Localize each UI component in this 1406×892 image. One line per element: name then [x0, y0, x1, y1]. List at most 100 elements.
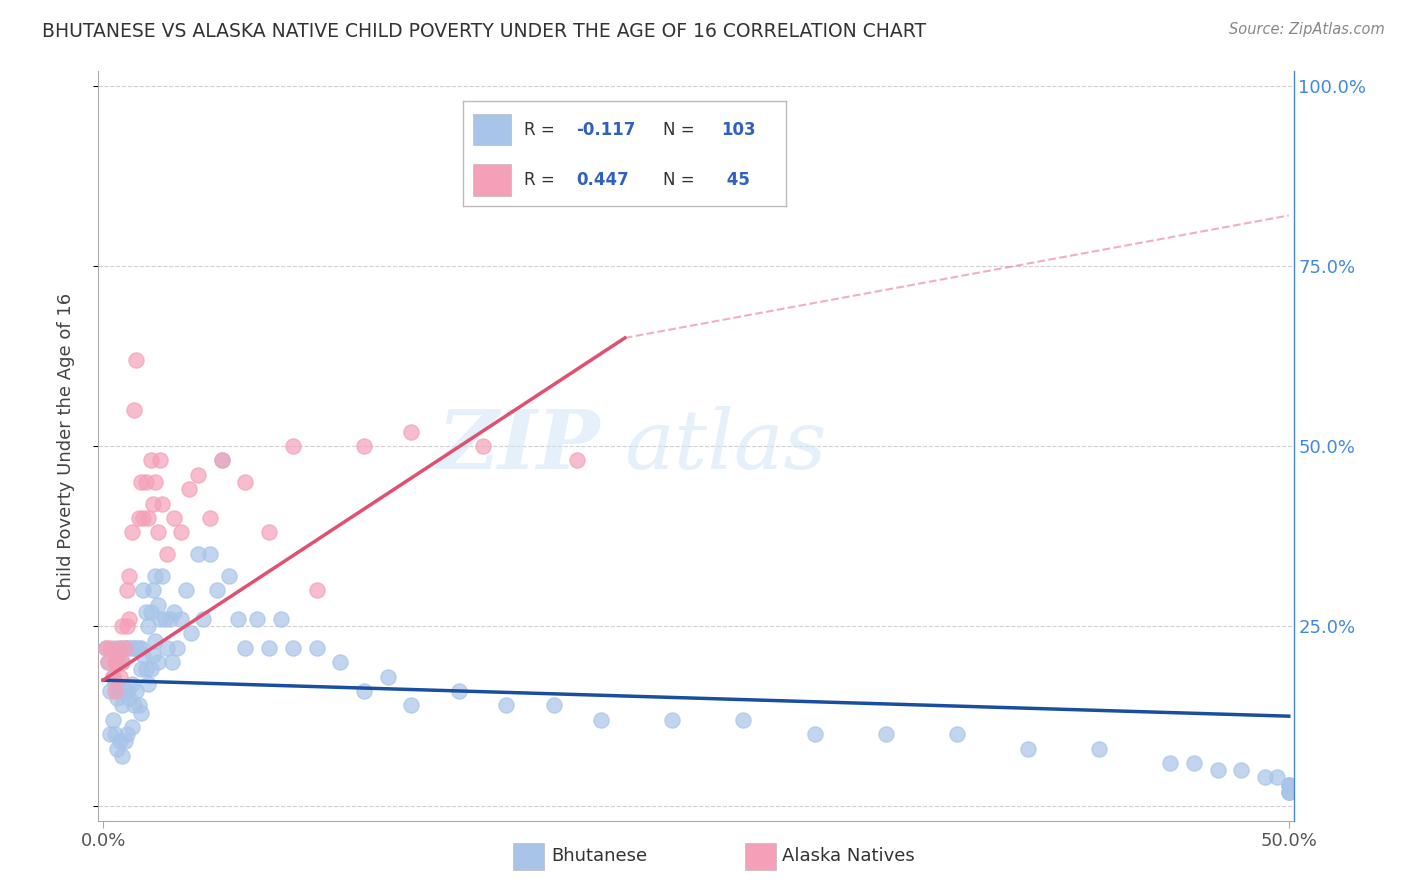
Point: [281, 439, 304, 453]
Y-axis label: Child Poverty Under the Age of 16: Child Poverty Under the Age of 16: [56, 293, 75, 599]
Point: [1254, 771, 1277, 785]
Point: [152, 497, 174, 511]
Point: [187, 547, 209, 561]
Point: [218, 568, 240, 582]
Point: [198, 511, 221, 525]
Point: [281, 640, 304, 655]
Point: [146, 598, 169, 612]
Point: [149, 453, 172, 467]
Point: [170, 612, 193, 626]
Text: Bhutanese: Bhutanese: [551, 847, 647, 865]
Point: [149, 612, 172, 626]
Point: [108, 640, 131, 655]
Text: Alaska Natives: Alaska Natives: [782, 847, 914, 865]
Point: [543, 698, 565, 713]
Point: [108, 640, 131, 655]
Point: [128, 698, 150, 713]
Point: [132, 511, 155, 525]
Point: [377, 669, 399, 683]
Point: [129, 706, 152, 720]
Point: [591, 713, 613, 727]
Point: [661, 713, 683, 727]
Text: BHUTANESE VS ALASKA NATIVE CHILD POVERTY UNDER THE AGE OF 16 CORRELATION CHART: BHUTANESE VS ALASKA NATIVE CHILD POVERTY…: [42, 22, 927, 41]
Point: [114, 640, 136, 655]
Point: [121, 720, 143, 734]
Point: [1017, 741, 1039, 756]
Point: [174, 583, 197, 598]
Point: [118, 568, 141, 582]
Point: [111, 698, 134, 713]
Point: [143, 475, 166, 489]
Point: [136, 677, 159, 691]
Point: [257, 640, 280, 655]
Point: [170, 525, 193, 540]
Point: [567, 453, 589, 467]
Point: [187, 467, 209, 482]
Point: [270, 612, 292, 626]
Point: [152, 568, 174, 582]
Point: [160, 655, 183, 669]
Point: [118, 612, 141, 626]
Point: [129, 640, 152, 655]
Point: [128, 640, 150, 655]
Point: [142, 497, 165, 511]
Point: [875, 727, 897, 741]
Point: [108, 684, 131, 698]
Point: [122, 403, 145, 417]
Point: [401, 698, 423, 713]
Point: [121, 640, 143, 655]
Point: [101, 669, 124, 683]
Point: [121, 525, 143, 540]
Point: [104, 655, 127, 669]
Point: [105, 691, 128, 706]
Point: [115, 684, 138, 698]
Point: [353, 684, 375, 698]
Point: [1278, 778, 1301, 792]
Point: [803, 727, 825, 741]
Point: [105, 655, 128, 669]
Point: [136, 511, 159, 525]
Text: ZIP: ZIP: [437, 406, 600, 486]
Point: [98, 727, 121, 741]
Point: [156, 640, 179, 655]
Point: [946, 727, 969, 741]
Point: [105, 655, 128, 669]
Point: [143, 633, 166, 648]
Point: [129, 662, 152, 676]
Point: [125, 352, 148, 367]
Point: [115, 640, 138, 655]
Point: [97, 655, 120, 669]
Point: [132, 583, 155, 598]
Point: [121, 677, 143, 691]
Point: [153, 612, 176, 626]
Point: [191, 612, 214, 626]
Point: [104, 684, 127, 698]
Point: [108, 734, 131, 748]
Point: [122, 698, 145, 713]
Point: [115, 583, 138, 598]
Point: [115, 727, 138, 741]
Point: [305, 640, 328, 655]
Point: [142, 583, 165, 598]
Point: [139, 662, 162, 676]
Point: [1278, 778, 1301, 792]
Point: [1278, 778, 1301, 792]
Point: [132, 648, 155, 662]
Point: [101, 669, 124, 683]
Point: [135, 475, 157, 489]
Point: [495, 698, 517, 713]
Point: [139, 453, 162, 467]
Point: [125, 684, 148, 698]
Point: [246, 612, 269, 626]
Point: [329, 655, 352, 669]
Point: [166, 640, 188, 655]
Point: [94, 640, 117, 655]
Point: [163, 511, 186, 525]
Point: [1182, 756, 1205, 770]
Point: [114, 640, 136, 655]
Point: [118, 691, 141, 706]
Point: [1265, 771, 1288, 785]
Point: [146, 525, 169, 540]
Point: [1159, 756, 1181, 770]
Text: atlas: atlas: [624, 406, 827, 486]
